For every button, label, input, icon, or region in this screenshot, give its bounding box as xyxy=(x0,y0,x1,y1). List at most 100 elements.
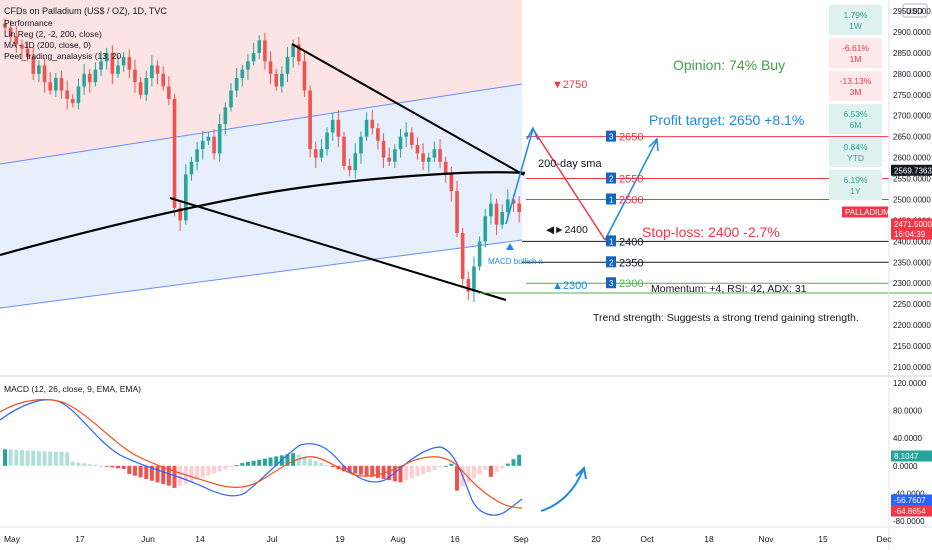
wedge-lower-line xyxy=(169,197,507,301)
macd-bar xyxy=(488,465,493,477)
candle-body xyxy=(110,52,115,74)
header-line-4: Peet_trading_analaysis (13, 20 xyxy=(4,51,121,61)
regression-lower-line xyxy=(0,239,523,309)
candle-body xyxy=(336,119,341,137)
macd-bar xyxy=(421,465,426,475)
macd-bar xyxy=(48,451,53,466)
macd-bar xyxy=(8,449,13,466)
macd-bar xyxy=(319,463,324,466)
x-tick-label: Nov xyxy=(758,534,774,544)
candle-body xyxy=(240,69,245,79)
perf-cell xyxy=(829,137,882,167)
candle-body xyxy=(460,232,465,280)
macd-bar xyxy=(132,465,137,476)
bullish-triangle-icon xyxy=(506,243,514,250)
level-value-label: 2550 xyxy=(619,174,643,186)
currency-label: USD xyxy=(906,7,923,16)
x-tick-label: Oct xyxy=(640,534,654,544)
macd-signal-line xyxy=(0,398,523,509)
macd-bar xyxy=(3,449,7,466)
macd-bar xyxy=(313,460,318,466)
candle-body xyxy=(76,86,81,104)
price-axis[interactable]: 2950.0000 2900.0000 2850.0000 2800.0000 2750… xyxy=(893,7,931,372)
candle-body xyxy=(234,78,239,91)
time-axis[interactable]: May 17 Jun 14 Jul 19 Aug 16 Sep 20 Oct 18 Nov 15 Dec xyxy=(4,534,892,544)
macd-tag-label: -64.8654 xyxy=(894,507,926,516)
price-tag-label: 2569.7363 xyxy=(894,166,932,175)
candle-body xyxy=(93,69,98,83)
macd-bar xyxy=(477,465,482,475)
candle-body xyxy=(31,57,36,74)
macd-bar xyxy=(19,450,24,466)
macd-tick-label: -40.0000 xyxy=(893,489,925,498)
level-value-label: 2350 xyxy=(619,257,643,269)
macd-tick-label: 120.0000 xyxy=(893,379,927,388)
macd-bar xyxy=(302,456,307,466)
level-badge-number: 2 xyxy=(609,175,614,184)
candle-body xyxy=(415,145,420,154)
perf-cell xyxy=(829,71,882,101)
price-tag-label: PALLADIUM xyxy=(845,208,890,217)
candle-body xyxy=(297,44,301,62)
projection-red xyxy=(532,128,606,241)
sma-200-line xyxy=(0,171,526,257)
candle-body xyxy=(138,82,143,95)
y-tick-label: 2600.0000 xyxy=(893,154,931,163)
macd-bar xyxy=(161,465,166,485)
level-badges: 3 2650 2 2550 1 2500 1 2400 2 2350 3 2300 xyxy=(606,130,643,290)
x-tick-label: Aug xyxy=(390,534,405,544)
macd-bar xyxy=(381,465,386,480)
candle-body xyxy=(319,149,324,158)
macd-bar xyxy=(330,465,335,468)
candle-body xyxy=(263,40,267,62)
macd-bullish-label: MACD bullish x xyxy=(488,257,543,266)
macd-bar xyxy=(471,465,476,479)
projection-blue-2 xyxy=(604,139,658,241)
macd-bar xyxy=(251,460,256,466)
candle-body xyxy=(342,136,346,166)
candle-body xyxy=(302,61,307,91)
macd-bar xyxy=(347,465,352,473)
perf-cell xyxy=(829,5,882,35)
price-tag xyxy=(891,228,932,240)
candle-body xyxy=(489,203,493,217)
currency-badge[interactable] xyxy=(902,3,928,18)
macd-bar xyxy=(166,465,171,486)
candle-body xyxy=(517,203,521,213)
macd-bar xyxy=(59,452,64,466)
candle-body xyxy=(37,65,41,74)
candle-body xyxy=(223,107,228,125)
candle-body xyxy=(472,266,476,292)
candle-body xyxy=(313,149,318,158)
macd-bar xyxy=(70,461,75,466)
macd-axis: 120.0000 80.0000 40.0000 0.0000 -40.0000 -80.… xyxy=(893,379,927,526)
level-badge xyxy=(606,235,616,247)
macd-bar xyxy=(432,465,437,470)
perf-period: 3M xyxy=(850,87,862,97)
regression-upper-line xyxy=(0,83,523,165)
candle-body xyxy=(500,212,504,225)
perf-period: 1W xyxy=(849,21,862,31)
macd-tick-label: -80.0000 xyxy=(893,517,925,526)
macd-bar xyxy=(223,465,228,470)
candle-body xyxy=(421,153,425,162)
perf-period: 6M xyxy=(850,120,862,130)
macd-tick-label: 0.0000 xyxy=(893,462,918,471)
candle-body xyxy=(65,90,69,99)
y-tick-label: 2650.0000 xyxy=(893,133,931,142)
x-tick-label: 18 xyxy=(704,534,714,544)
y-tick-label: 2700.0000 xyxy=(893,112,931,121)
y-tick-label: 2100.0000 xyxy=(893,363,931,372)
macd-bar xyxy=(110,465,115,468)
candle-body xyxy=(308,90,312,150)
macd-bar xyxy=(149,465,154,481)
macd-tags: 8.1047 -56.7607 -64.8654 xyxy=(891,450,932,517)
macd-bar xyxy=(178,465,183,486)
price-tag xyxy=(891,218,932,230)
candle-body xyxy=(184,174,188,221)
candle-body xyxy=(432,149,437,158)
y-tick-label: 2750.0000 xyxy=(893,91,931,100)
candle-body xyxy=(381,140,386,158)
arrowhead-blue-1 xyxy=(526,126,539,141)
macd-tag xyxy=(891,505,932,517)
